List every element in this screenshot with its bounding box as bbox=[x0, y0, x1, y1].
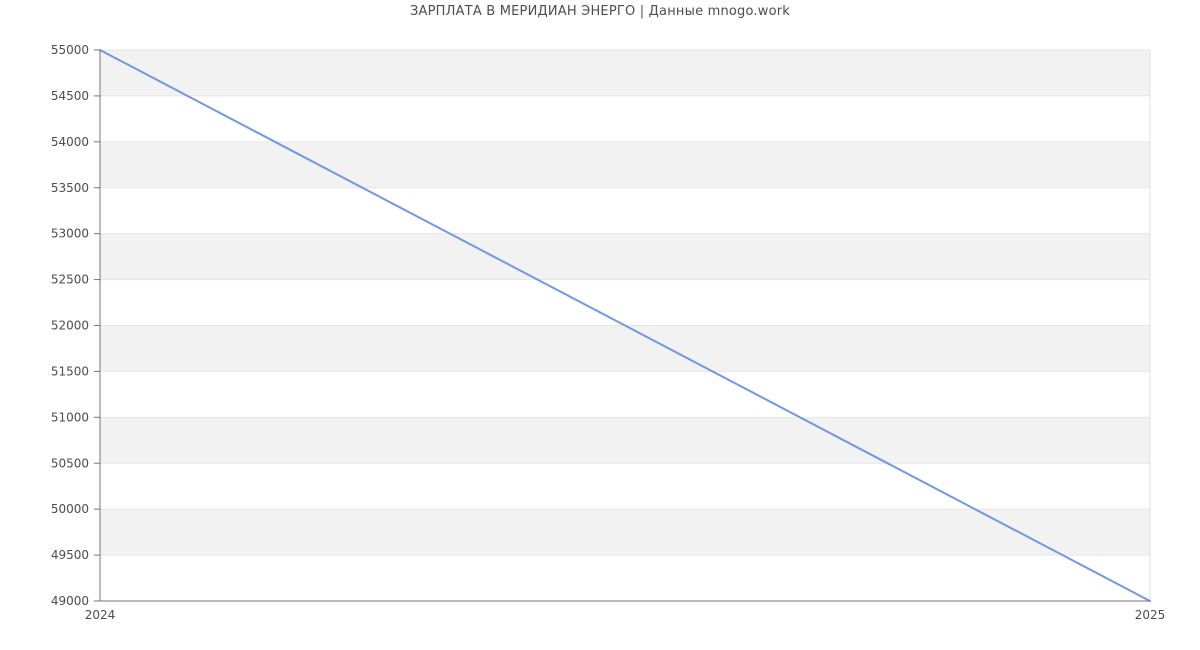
y-axis-label: 53000 bbox=[51, 227, 89, 241]
plot-band bbox=[100, 463, 1150, 510]
y-axis-label: 51500 bbox=[51, 364, 89, 378]
plot-band bbox=[100, 233, 1150, 280]
plot-band bbox=[100, 141, 1150, 188]
y-axis-label: 55000 bbox=[51, 43, 89, 57]
plot-band bbox=[100, 371, 1150, 418]
x-axis-label: 2024 bbox=[85, 608, 116, 622]
salary-trend-line bbox=[99, 49, 1151, 602]
y-axis-label: 50000 bbox=[51, 502, 89, 516]
y-axis-label: 52500 bbox=[51, 273, 89, 287]
plot-band bbox=[100, 50, 1150, 96]
plot-band bbox=[100, 95, 1150, 142]
plot-band bbox=[100, 325, 1150, 372]
plot-band bbox=[100, 555, 1150, 601]
plot-band bbox=[100, 417, 1150, 464]
plot-band bbox=[100, 187, 1150, 234]
y-axis-label: 51000 bbox=[51, 410, 89, 424]
chart-title: ЗАРПЛАТА В МЕРИДИАН ЭНЕРГО | Данные mnog… bbox=[409, 4, 791, 19]
y-axis-label: 53500 bbox=[51, 181, 89, 195]
y-axis-label: 54500 bbox=[51, 89, 89, 103]
y-axis-label: 49500 bbox=[51, 548, 89, 562]
x-axis-label: 2025 bbox=[1135, 608, 1166, 622]
plot-band bbox=[100, 509, 1150, 556]
y-axis-label: 49000 bbox=[51, 594, 89, 608]
plot-band bbox=[100, 279, 1150, 326]
y-axis-label: 50500 bbox=[51, 456, 89, 470]
y-axis-label: 52000 bbox=[51, 319, 89, 333]
y-axis-label: 54000 bbox=[51, 135, 89, 149]
